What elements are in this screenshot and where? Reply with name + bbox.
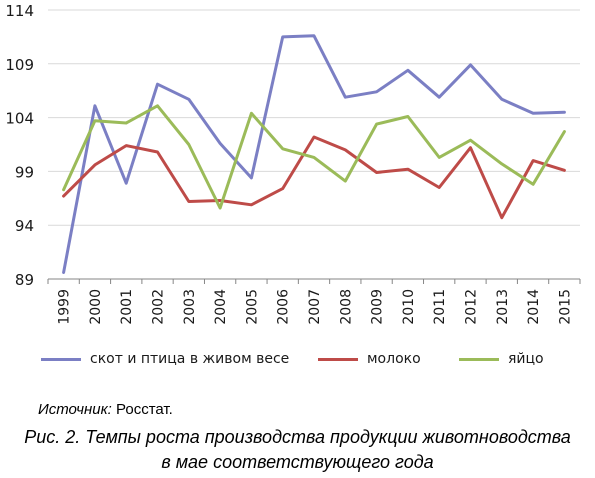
- x-tick-label: 2013: [495, 289, 511, 325]
- x-tick-label: 2009: [370, 289, 386, 325]
- legend: скот и птица в живом весе молоко яйцо: [0, 351, 595, 375]
- x-tick-label: 2003: [182, 289, 198, 325]
- x-tick-label: 2002: [151, 289, 167, 325]
- legend-swatch-eggs: [459, 357, 499, 361]
- legend-swatch-livestock: [41, 357, 81, 361]
- series-line-2: [62, 104, 566, 210]
- source-note: Источник: Росстат.: [38, 401, 173, 418]
- x-tick-label: 2006: [276, 289, 292, 325]
- x-tick-label: 2004: [213, 289, 229, 325]
- legend-label-livestock: скот и птица в живом весе: [90, 351, 290, 367]
- x-tick-label: 2011: [432, 289, 448, 325]
- legend-item-livestock: скот и птица в живом весе: [41, 351, 289, 367]
- x-tick-label: 2014: [526, 289, 542, 325]
- x-tick-label: 2010: [401, 289, 417, 325]
- y-tick-label: 114: [5, 2, 34, 20]
- x-tick-label: 2012: [463, 289, 479, 325]
- x-tick-label: 2000: [88, 289, 104, 325]
- figure-caption-line-1: Рис. 2. Темпы роста производства продукц…: [24, 427, 571, 447]
- x-tick-label: 2015: [557, 289, 573, 325]
- legend-item-milk: молоко: [318, 351, 421, 367]
- legend-label-eggs: яйцо: [508, 351, 544, 367]
- series-line-0: [62, 34, 566, 274]
- x-tick-label: 2007: [307, 289, 323, 325]
- x-tick-label: 2001: [119, 289, 135, 325]
- y-tick-label: 89: [15, 271, 34, 289]
- y-tick-label: 94: [15, 217, 34, 235]
- x-tick-label: 2005: [244, 289, 260, 325]
- series-line-1: [62, 135, 566, 220]
- line-chart: 89 94 99 104 109 114 1999 2000 2001 2002 2003 2004 2…: [5, 2, 581, 325]
- x-tick-label: 2008: [338, 289, 354, 325]
- y-tick-label: 109: [5, 56, 34, 74]
- y-tick-label: 104: [5, 110, 34, 128]
- legend-label-milk: молоко: [367, 351, 421, 367]
- legend-swatch-milk: [318, 357, 358, 361]
- y-tick-label: 99: [15, 163, 34, 181]
- x-tick-label: 1999: [57, 289, 73, 325]
- source-label: Источник:: [38, 401, 112, 418]
- figure-caption-line-2: в мае соответствующего года: [161, 452, 434, 472]
- legend-item-eggs: яйцо: [459, 351, 544, 367]
- source-value: Росстат.: [116, 401, 173, 418]
